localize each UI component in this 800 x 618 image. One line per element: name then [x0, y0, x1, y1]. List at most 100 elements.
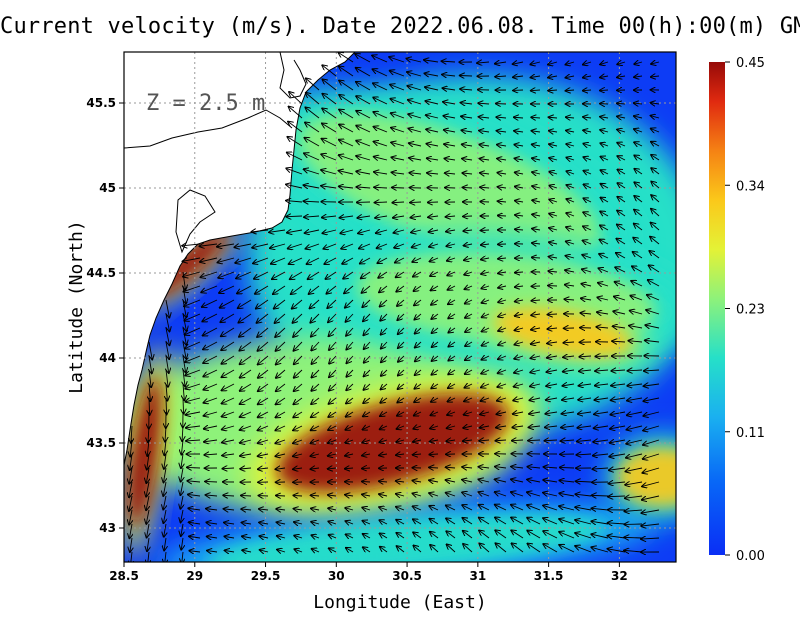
velocity-arrow	[578, 412, 592, 414]
velocity-arrow	[495, 505, 507, 511]
velocity-arrow	[130, 453, 132, 470]
velocity-arrow	[288, 122, 303, 133]
velocity-arrow	[498, 356, 507, 359]
velocity-arrow	[380, 412, 388, 416]
velocity-arrow	[294, 355, 303, 364]
velocity-arrow	[462, 480, 473, 482]
velocity-arrow	[532, 243, 541, 244]
velocity-arrow	[583, 62, 592, 65]
velocity-arrow	[549, 131, 558, 132]
velocity-arrow	[429, 480, 439, 482]
velocity-arrow	[361, 271, 371, 278]
velocity-arrow	[445, 173, 456, 174]
velocity-arrow	[218, 257, 235, 262]
velocity-arrow	[515, 272, 524, 273]
velocity-arrow	[311, 426, 320, 430]
velocity-arrow	[396, 454, 405, 455]
velocity-arrow	[396, 440, 405, 442]
velocity-arrow	[549, 144, 558, 146]
velocity-arrow	[515, 201, 524, 202]
velocity-arrow	[275, 440, 286, 443]
velocity-arrow	[356, 96, 371, 105]
velocity-arrow	[258, 454, 269, 456]
velocity-arrow	[221, 341, 235, 350]
velocity-arrow	[429, 230, 439, 232]
velocity-arrow	[414, 285, 422, 291]
velocity-arrow	[271, 257, 286, 264]
velocity-arrow	[275, 454, 286, 456]
velocity-arrow	[465, 356, 473, 360]
velocity-arrow	[611, 370, 626, 371]
velocity-arrow	[254, 271, 269, 279]
velocity-arrow	[276, 509, 286, 510]
velocity-arrow	[411, 230, 422, 232]
velocity-arrow	[356, 187, 371, 188]
velocity-arrow	[498, 300, 507, 302]
velocity-arrow	[183, 397, 184, 414]
colorbar-tick-label: 0.45	[736, 56, 765, 71]
velocity-arrow	[340, 216, 354, 218]
velocity-arrow	[581, 313, 592, 314]
velocity-arrow	[188, 494, 201, 496]
velocity-arrow	[549, 242, 558, 244]
velocity-arrow	[479, 518, 490, 525]
velocity-arrow	[328, 508, 337, 510]
velocity-arrow	[600, 143, 609, 146]
velocity-arrow	[258, 440, 269, 443]
velocity-arrow	[596, 327, 609, 328]
velocity-arrow	[346, 327, 354, 336]
velocity-arrow	[240, 454, 252, 456]
velocity-arrow	[129, 523, 132, 538]
velocity-arrow	[220, 313, 235, 322]
velocity-arrow	[465, 328, 473, 332]
velocity-arrow	[583, 198, 592, 202]
velocity-arrow	[515, 172, 524, 174]
velocity-arrow	[496, 440, 507, 441]
velocity-arrow	[611, 384, 626, 386]
velocity-arrow	[482, 342, 490, 346]
velocity-arrow	[323, 230, 337, 233]
velocity-arrow	[326, 285, 337, 294]
velocity-arrow	[444, 130, 456, 132]
plot-area	[124, 52, 676, 562]
velocity-arrow	[329, 355, 337, 364]
velocity-arrow	[363, 397, 371, 403]
velocity-arrow	[566, 90, 575, 91]
velocity-arrow	[356, 141, 371, 147]
velocity-arrow	[374, 127, 388, 133]
velocity-arrow	[498, 328, 507, 331]
velocity-arrow	[391, 128, 405, 133]
velocity-arrow	[306, 93, 320, 105]
velocity-arrow	[515, 229, 524, 230]
velocity-arrow	[358, 230, 371, 233]
velocity-arrow	[398, 355, 405, 362]
velocity-arrow	[187, 467, 201, 468]
velocity-arrow	[634, 62, 643, 64]
velocity-arrow	[415, 370, 422, 375]
velocity-arrow	[236, 271, 252, 278]
velocity-arrow	[432, 370, 439, 375]
velocity-arrow	[362, 454, 371, 456]
velocity-arrow	[482, 314, 490, 317]
velocity-arrow	[164, 453, 166, 469]
velocity-arrow	[324, 257, 337, 264]
velocity-arrow	[380, 547, 388, 553]
velocity-arrow	[463, 187, 473, 188]
velocity-arrow	[289, 92, 303, 105]
velocity-arrow	[240, 411, 252, 417]
velocity-arrow	[260, 550, 269, 552]
velocity-arrow	[294, 549, 303, 552]
velocity-arrow	[616, 253, 626, 259]
velocity-arrow	[511, 505, 524, 511]
velocity-arrow	[408, 100, 422, 105]
velocity-arrow	[583, 226, 592, 230]
velocity-arrow	[628, 341, 643, 342]
velocity-arrow	[221, 327, 235, 336]
velocity-arrow	[182, 425, 183, 441]
velocity-arrow	[165, 313, 170, 331]
velocity-arrow	[223, 495, 235, 496]
velocity-arrow	[166, 369, 168, 387]
velocity-arrow	[373, 83, 388, 91]
velocity-arrow	[293, 440, 303, 443]
velocity-arrow	[495, 492, 507, 496]
